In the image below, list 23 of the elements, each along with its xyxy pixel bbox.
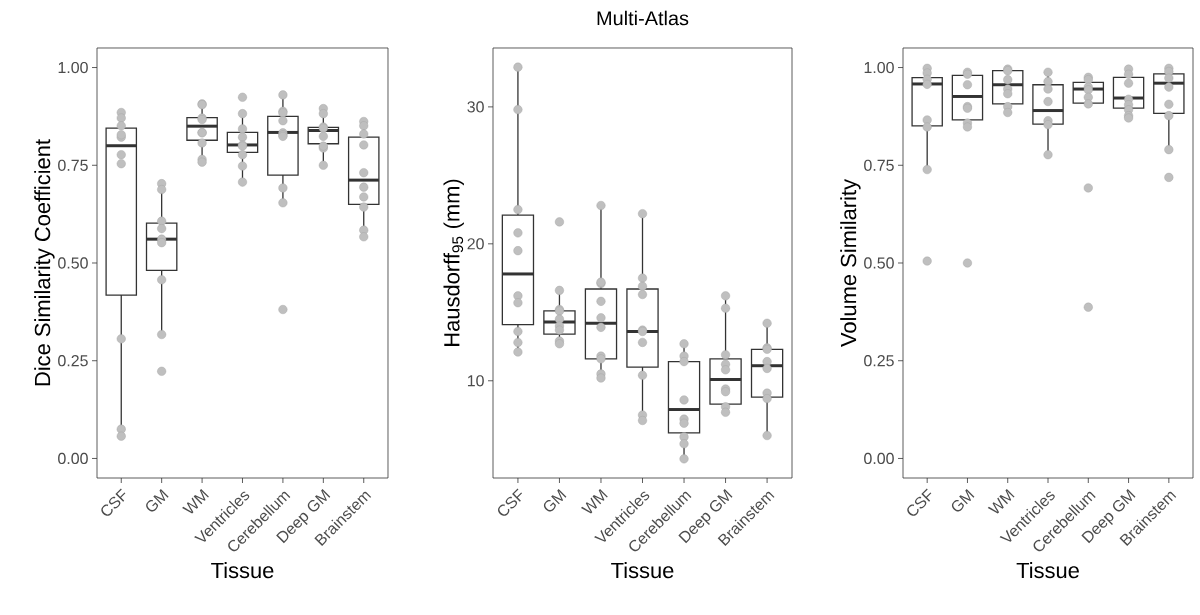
y-axis-title: Hausdorff$_{95}$ (mm) xyxy=(443,179,464,346)
y-tick-label: 0.25 xyxy=(58,355,88,367)
x-axis-title: Tissue xyxy=(211,562,274,579)
y-tick-label: 0.50 xyxy=(58,257,88,269)
y-tick-label: 30 xyxy=(467,101,484,113)
x-tick-label: GM xyxy=(951,489,975,512)
x-axis-title: Tissue xyxy=(611,562,674,579)
x-axis-title: Tissue xyxy=(1016,562,1079,579)
y-axis-title: Volume Similarity xyxy=(840,179,861,347)
y-axis-title: Dice Similarity Coefficient xyxy=(34,139,55,386)
x-tick-label: GM xyxy=(146,489,169,512)
y-tick-label: 1.00 xyxy=(864,61,894,74)
x-tick-label: GM xyxy=(543,489,567,512)
y-tick-label: 0.25 xyxy=(864,355,894,367)
y-tick-label: 1.00 xyxy=(58,61,88,74)
y-tick-label: 0.00 xyxy=(864,452,894,465)
chart-title: Multi-Atlas xyxy=(597,10,689,26)
y-tick-label: 20 xyxy=(467,238,484,250)
y-tick-label: 0.00 xyxy=(58,452,88,465)
y-tick-label: 0.75 xyxy=(58,159,88,171)
y-tick-label: 0.50 xyxy=(864,257,894,269)
y-tick-label: 0.75 xyxy=(864,159,894,171)
y-tick-label: 10 xyxy=(467,375,484,387)
